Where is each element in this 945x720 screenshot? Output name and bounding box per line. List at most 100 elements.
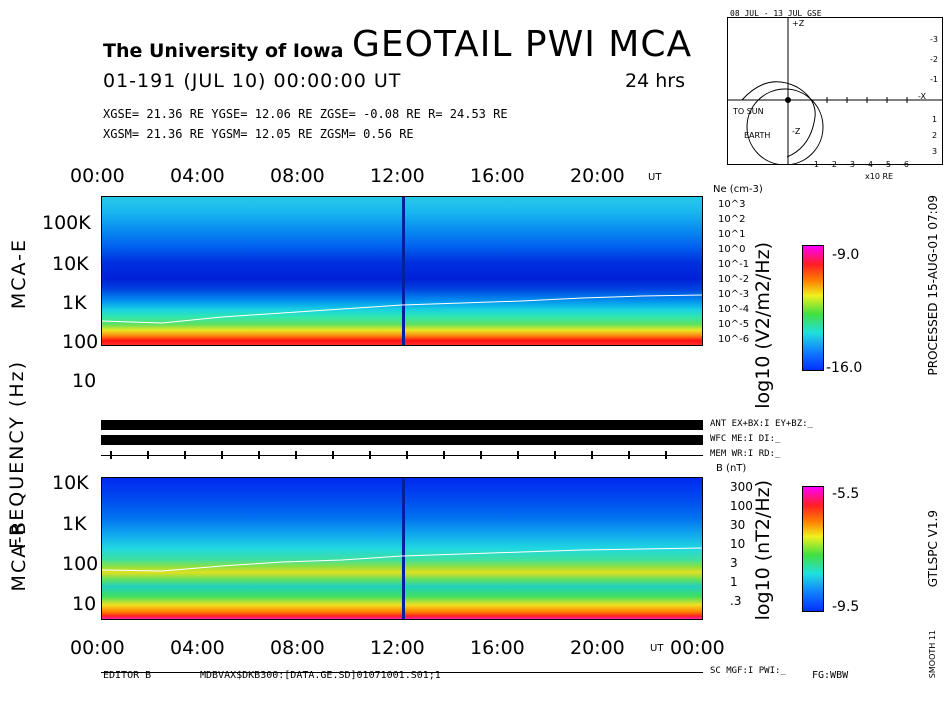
orbit-z-axis: +Z xyxy=(792,19,805,28)
mca-b-cb-min: -9.5 xyxy=(832,599,860,615)
orbit-x-tick: -5 xyxy=(883,160,891,169)
ne-tick-label: 10^1 xyxy=(718,229,746,240)
orbit-x-tick: -1 xyxy=(811,160,819,169)
wfc-status-bar xyxy=(101,435,703,445)
mca-e-freq-label: 1K xyxy=(62,292,87,314)
orbit-y-tick: 1 xyxy=(932,115,938,124)
mem-tick xyxy=(591,451,593,459)
time-label-bottom: 04:00 xyxy=(170,637,225,659)
mem-tick xyxy=(554,451,556,459)
university-name: The University of Iowa xyxy=(103,40,344,62)
orbit-y-tick: 3 xyxy=(932,147,938,156)
mca-e-freq-label: 100K xyxy=(42,212,91,234)
time-unit-top: UT xyxy=(648,172,662,183)
mem-tick xyxy=(147,451,149,459)
mem-tick xyxy=(517,451,519,459)
ant-status-bar xyxy=(101,420,703,430)
mem-status: MEM WR:I RD:_ xyxy=(710,449,781,459)
time-label-bottom: 12:00 xyxy=(370,637,425,659)
mca-b-cb-max: -5.5 xyxy=(832,486,860,502)
b-tick-label: 1 xyxy=(730,575,738,589)
mca-b-label: MCA-B xyxy=(8,520,30,592)
mca-b-freq-label: 1K xyxy=(62,513,87,535)
orbit-y-tick: 2 xyxy=(932,131,938,140)
wfc-status: WFC ME:I DI:_ xyxy=(710,434,781,444)
orbit-y-tick: -1 xyxy=(930,75,938,84)
time-label-bottom: 16:00 xyxy=(470,637,525,659)
time-label-top: 08:00 xyxy=(270,165,325,187)
ne-tick-label: 10^2 xyxy=(718,214,746,225)
mca-e-cb-label: log10 (V2/m2/Hz) xyxy=(752,242,774,409)
orbit-earth: EARTH xyxy=(744,131,771,140)
time-label-bottom: 00:00 xyxy=(70,637,125,659)
time-unit-bottom: UT xyxy=(650,643,664,654)
footer-path: MDBVAX$DKB300:[DATA.GE.SD]01071001.S01;1 xyxy=(200,670,441,681)
mca-e-spectrogram xyxy=(101,196,703,346)
orbit-z-axis-bottom: -Z xyxy=(792,127,801,136)
program-version: GTLSPC V1.9 xyxy=(926,510,940,588)
b-tick-label: 30 xyxy=(730,518,746,532)
mca-b-colorbar xyxy=(802,486,824,612)
mem-status-line xyxy=(101,455,703,456)
orbit-x-tick: -3 xyxy=(847,160,855,169)
mem-tick xyxy=(332,451,334,459)
b-title: B (nT) xyxy=(716,463,747,474)
mca-b-freq-label: 100 xyxy=(62,553,99,575)
orbit-y-tick: -3 xyxy=(930,35,938,44)
mca-b-cb-label: log10 (nT2/Hz) xyxy=(752,480,774,621)
mem-tick xyxy=(406,451,408,459)
sc-status-line xyxy=(101,672,703,673)
ne-tick-label: 10^-3 xyxy=(718,289,750,300)
ant-status: ANT EX+BX:I EY+BZ:_ xyxy=(710,419,813,429)
mca-e-colorbar xyxy=(802,245,824,371)
orbit-plot xyxy=(727,17,943,165)
time-label-bottom: 20:00 xyxy=(570,637,625,659)
b-tick-label: 100 xyxy=(730,499,753,513)
mem-tick xyxy=(221,451,223,459)
orbit-x-tick: -6 xyxy=(901,160,909,169)
mca-e-cb-max: -9.0 xyxy=(832,247,860,263)
date-line: 01-191 (JUL 10) 00:00:00 UT xyxy=(103,70,402,92)
b-tick-label: 300 xyxy=(730,480,753,494)
footer-editor: EDITOR B xyxy=(103,670,152,681)
mem-tick xyxy=(110,451,112,459)
mem-tick xyxy=(369,451,371,459)
orbit-title: 08 JUL - 13 JUL GSE xyxy=(730,9,822,18)
mem-tick xyxy=(184,451,186,459)
ne-tick-label: 10^0 xyxy=(718,244,746,255)
orbit-to-sun: TO SUN xyxy=(733,107,764,116)
mem-tick xyxy=(258,451,260,459)
processed-date: PROCESSED 15-AUG-01 07:09 xyxy=(926,195,940,376)
mca-e-freq-label: 100 xyxy=(62,331,99,353)
mca-b-freq-label: 10K xyxy=(52,472,89,494)
ne-tick-label: 10^-5 xyxy=(718,319,750,330)
time-label-top: 20:00 xyxy=(570,165,625,187)
ne-tick-label: 10^-6 xyxy=(718,334,750,345)
time-label-bottom: 08:00 xyxy=(270,637,325,659)
time-label-top: 04:00 xyxy=(170,165,225,187)
ne-tick-label: 10^3 xyxy=(718,199,746,210)
data-gap-line xyxy=(402,197,405,345)
time-label-top: 16:00 xyxy=(470,165,525,187)
cyclotron-trace xyxy=(102,547,702,572)
gse-coordinates: XGSE= 21.36 RE YGSE= 12.06 RE ZGSE= -0.0… xyxy=(103,107,508,121)
mca-b-spectrogram xyxy=(101,477,703,620)
mem-tick xyxy=(295,451,297,459)
time-label-top: 12:00 xyxy=(370,165,425,187)
b-tick-label: 10 xyxy=(730,537,746,551)
ne-tick-label: 10^-2 xyxy=(718,274,750,285)
time-label-bottom: 00:00 xyxy=(670,637,725,659)
orbit-x-unit: x10 RE xyxy=(865,172,894,181)
mem-tick xyxy=(628,451,630,459)
mem-tick xyxy=(443,451,445,459)
mem-tick xyxy=(480,451,482,459)
time-label-top: 00:00 xyxy=(70,165,125,187)
mca-e-freq-label: 10K xyxy=(52,253,89,275)
mca-e-cb-min: -16.0 xyxy=(826,360,863,376)
orbit-x-tick: -2 xyxy=(829,160,837,169)
b-tick-label: 3 xyxy=(730,556,738,570)
sc-status: SC MGF:I PWI:_ xyxy=(710,666,786,676)
mca-e-freq-label: 10 xyxy=(72,370,97,392)
smooth-setting: SMOOTH 11 xyxy=(928,630,937,679)
mca-e-label: MCA-E xyxy=(8,238,30,310)
